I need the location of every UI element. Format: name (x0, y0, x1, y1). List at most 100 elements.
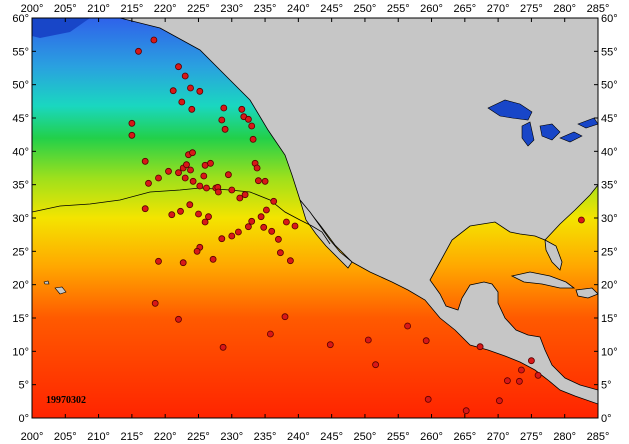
land-cuba (510, 271, 576, 289)
buoy-marker (276, 249, 284, 257)
lon-tick-label-top: 205° (54, 3, 77, 15)
lon-tick-label-bottom: 240° (287, 431, 310, 443)
buoy-marker (228, 232, 236, 240)
lat-tick-label-left: 25° (12, 246, 29, 258)
buoy-marker (261, 177, 269, 185)
lat-tick-label-left: 20° (12, 280, 29, 292)
date-stamp: 19970302 (46, 395, 86, 406)
buoy-marker (268, 227, 276, 235)
buoy-marker (200, 172, 208, 180)
buoy-marker (270, 197, 278, 205)
buoy-marker (169, 87, 177, 95)
buoy-marker (253, 164, 261, 172)
buoy-marker (168, 211, 176, 219)
buoy-marker (404, 322, 412, 330)
buoy-marker (195, 210, 202, 218)
lat-tick-label-right: 15° (601, 313, 618, 325)
lat-tick-label-left: 40° (12, 146, 29, 158)
buoy-marker (209, 255, 217, 263)
lat-tick-label-left: 30° (12, 213, 29, 225)
buoy-marker (175, 169, 182, 177)
lon-tick-label-bottom: 250° (354, 431, 377, 443)
buoy-marker (135, 47, 142, 55)
lon-tick-label-top: 275° (520, 3, 543, 15)
buoy-marker (462, 407, 470, 415)
lon-tick-label-bottom: 265° (453, 431, 476, 443)
lon-tick-label-bottom: 215° (120, 431, 143, 443)
buoy-marker (219, 343, 227, 351)
buoy-marker (257, 213, 265, 221)
buoy-marker (218, 116, 226, 124)
lon-tick-label-top: 200° (21, 3, 44, 15)
lon-tick-label-top: 235° (254, 3, 277, 15)
lon-tick-label-top: 285° (587, 3, 610, 15)
lon-tick-label-bottom: 210° (87, 431, 110, 443)
buoy-marker (291, 222, 299, 230)
buoy-marker (424, 395, 432, 403)
lat-tick-label-left: 45° (12, 113, 29, 125)
buoy-marker (189, 177, 197, 185)
lon-tick-label-bottom: 205° (54, 431, 77, 443)
lon-tick-label-bottom: 280° (553, 431, 576, 443)
buoy-marker (364, 336, 372, 344)
lat-tick-label-left: 10° (12, 346, 29, 358)
buoy-marker (534, 371, 542, 379)
buoy-marker (165, 167, 172, 175)
buoy-marker (244, 115, 252, 123)
buoy-marker (238, 105, 246, 113)
lat-tick-label-left: 0° (18, 413, 29, 425)
lat-tick-label-left: 60° (12, 13, 29, 25)
lat-tick-label-right: 45° (601, 113, 618, 125)
buoy-marker (193, 247, 201, 255)
lat-tick-label-right: 25° (601, 246, 618, 258)
lon-tick-label-bottom: 245° (320, 431, 343, 443)
buoy-marker (214, 188, 222, 196)
lon-tick-label-top: 255° (387, 3, 410, 15)
buoy-marker (578, 216, 585, 224)
lat-tick-label-right: 60° (601, 13, 618, 25)
buoy-marker (187, 166, 194, 174)
buoy-marker (528, 357, 535, 365)
buoy-marker (248, 217, 256, 225)
buoy-marker (141, 157, 149, 165)
land-hispaniola (575, 287, 598, 299)
buoy-marker (260, 223, 268, 231)
lon-tick-label-top: 260° (420, 3, 443, 15)
lat-tick-label-left: 5° (18, 380, 29, 392)
lon-tick-label-top: 280° (553, 3, 576, 15)
lat-tick-label-right: 30° (601, 213, 618, 225)
lon-tick-label-bottom: 230° (220, 431, 243, 443)
lon-tick-label-bottom: 255° (387, 431, 410, 443)
buoy-marker (274, 235, 282, 243)
buoy-marker (236, 194, 244, 202)
buoy-marker (178, 98, 186, 106)
lat-tick-label-right: 0° (601, 413, 612, 425)
lon-tick-label-bottom: 235° (254, 431, 277, 443)
land-north-america (119, 18, 598, 405)
lon-tick-label-bottom: 220° (154, 431, 177, 443)
lon-tick-label-top: 270° (487, 3, 510, 15)
buoy-marker (224, 171, 232, 179)
buoy-marker (326, 341, 334, 349)
buoy-marker (422, 337, 430, 345)
lon-tick-label-top: 265° (453, 3, 476, 15)
buoy-marker (286, 257, 294, 265)
axis-ticks: 200° 200° 205° 205° 210° 210° 215° 215° 220° 220°… (12, 3, 617, 443)
lon-tick-label-bottom: 275° (520, 431, 543, 443)
buoy-marker (128, 119, 136, 127)
buoy-marker (281, 313, 289, 321)
buoy-marker (181, 174, 189, 182)
buoy-marker (151, 299, 159, 307)
lat-tick-label-left: 15° (12, 313, 29, 325)
buoy-marker (266, 330, 274, 338)
buoy-marker (188, 105, 196, 113)
buoy-marker (179, 259, 187, 267)
buoy-marker (518, 366, 525, 374)
buoy-marker (476, 343, 484, 351)
lat-tick-label-left: 55° (12, 46, 29, 58)
lat-tick-label-right: 10° (601, 346, 618, 358)
lon-tick-label-top: 220° (154, 3, 177, 15)
buoy-marker (495, 397, 503, 405)
buoy-marker (503, 377, 511, 385)
